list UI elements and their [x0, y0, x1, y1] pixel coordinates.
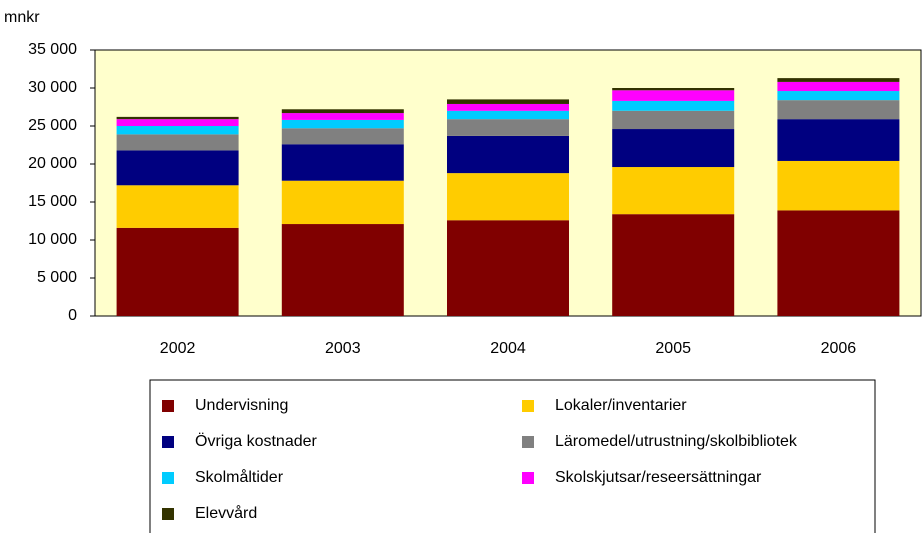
bar-segment — [447, 220, 569, 316]
y-tick-label: 30 000 — [28, 79, 77, 96]
bar-segment — [777, 119, 900, 161]
bar-segment — [612, 214, 735, 316]
bar-segment — [612, 88, 735, 91]
x-tick-label: 2002 — [160, 340, 196, 357]
bar-segment — [447, 110, 569, 120]
y-tick-label: 5 000 — [37, 269, 77, 286]
y-tick-label: 10 000 — [28, 231, 77, 248]
y-axis-label: mnkr — [4, 9, 40, 26]
y-tick-label: 0 — [68, 307, 77, 324]
bar-segment — [281, 113, 404, 120]
y-tick-label: 35 000 — [28, 41, 77, 58]
bar-segment — [777, 160, 900, 211]
bar-segment — [612, 167, 735, 215]
legend-label: Undervisning — [195, 397, 288, 414]
x-tick-label: 2004 — [490, 340, 526, 357]
y-tick-label: 15 000 — [28, 193, 77, 210]
bar-segment — [116, 150, 239, 186]
bar-segment — [116, 185, 239, 228]
bar-segment — [612, 100, 735, 111]
legend-swatch — [162, 508, 174, 520]
legend-label: Övriga kostnader — [195, 432, 318, 450]
legend-label: Skolmåltider — [195, 468, 284, 486]
bar-segment — [116, 119, 239, 126]
bar-segment — [447, 103, 569, 111]
legend-swatch — [162, 400, 174, 412]
bar-segment — [281, 109, 404, 114]
bar-segment — [281, 128, 404, 145]
bar-segment — [777, 100, 900, 120]
bar-segment — [777, 78, 900, 82]
bar-segment — [116, 126, 239, 135]
bar-segment — [612, 90, 735, 101]
x-tick-label: 2003 — [325, 340, 361, 357]
bar-segment — [116, 134, 239, 151]
bar-segment — [281, 119, 404, 129]
bar-segment — [777, 81, 900, 92]
legend-swatch — [162, 436, 174, 448]
bar-segment — [447, 135, 569, 174]
x-tick-label: 2005 — [655, 340, 691, 357]
x-tick-label: 2006 — [821, 340, 857, 357]
bar-segment — [612, 129, 735, 168]
bar-segment — [281, 180, 404, 225]
bar-segment — [281, 224, 404, 316]
legend-label: Skolskjutsar/reseersättningar — [555, 469, 762, 486]
bar-segment — [612, 110, 735, 130]
legend-label: Lokaler/inventarier — [555, 397, 687, 414]
bar-segment — [116, 116, 239, 120]
bar-segment — [777, 91, 900, 101]
legend-swatch — [522, 436, 534, 448]
y-tick-label: 25 000 — [28, 117, 77, 134]
legend-swatch — [522, 400, 534, 412]
legend-label: Elevvård — [195, 504, 257, 522]
y-tick-label: 20 000 — [28, 155, 77, 172]
legend-label: Läromedel/utrustning/skolbibliotek — [555, 433, 798, 450]
bar-segment — [281, 144, 404, 181]
bar-segment — [777, 210, 900, 316]
legend-box — [149, 379, 876, 533]
legend-swatch — [162, 472, 174, 484]
legend-swatch — [522, 472, 534, 484]
bar-segment — [447, 173, 569, 221]
bar-segment — [116, 227, 239, 316]
bar-segment — [447, 119, 569, 136]
bar-segment — [447, 99, 569, 104]
